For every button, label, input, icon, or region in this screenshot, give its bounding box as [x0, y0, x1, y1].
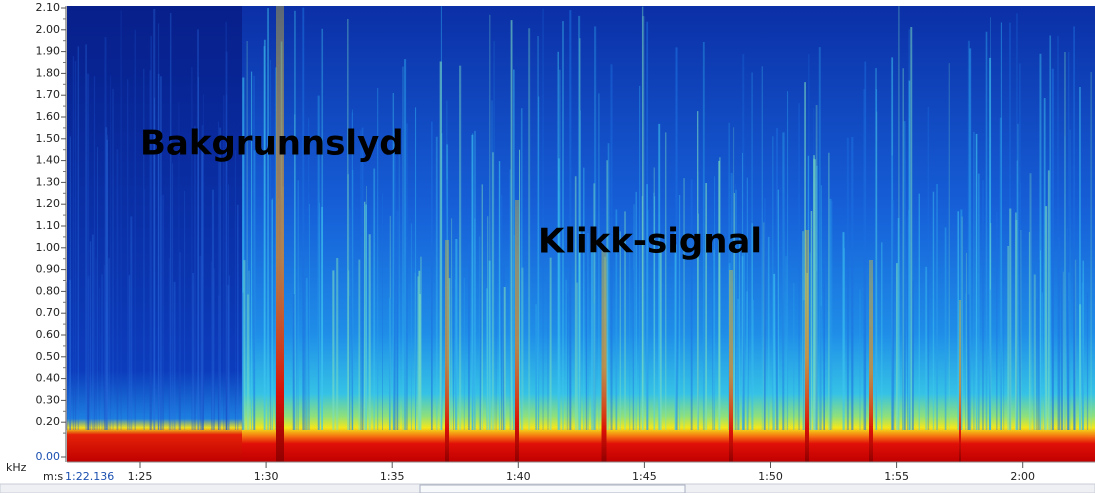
click-streak	[729, 270, 733, 462]
x-tick-label: 1:35	[380, 470, 405, 483]
scrollbar-thumb[interactable]	[419, 484, 686, 494]
y-tick-label: 1.10	[36, 219, 61, 232]
click-streak	[805, 230, 809, 462]
x-tick-label: 1:50	[758, 470, 783, 483]
y-tick-label: 0.80	[36, 284, 61, 297]
y-tick-label: 1.00	[36, 241, 61, 254]
x-start: 1:22.136	[65, 470, 114, 483]
y-tick-label: 0.30	[36, 393, 61, 406]
y-tick-label: 1.70	[36, 88, 61, 101]
y-tick-label: 0.00	[36, 450, 61, 463]
x-tick-label: 2:00	[1010, 470, 1035, 483]
y-tick-label: 1.60	[36, 110, 61, 123]
y-tick-label: 0.90	[36, 263, 61, 276]
y-tick-label: 1.40	[36, 154, 61, 167]
x-tick-label: 1:30	[254, 470, 279, 483]
y-tick-label: 1.80	[36, 66, 61, 79]
x-unit: m:s	[43, 470, 63, 483]
click-streak	[601, 250, 607, 462]
x-tick-label: 1:25	[128, 470, 153, 483]
y-tick-label: 0.60	[36, 328, 61, 341]
click-streak	[515, 200, 519, 462]
x-tick-label: 1:45	[632, 470, 657, 483]
click-streaks	[276, 6, 961, 462]
x-tick-label: 1:40	[506, 470, 531, 483]
y-tick-label: 1.30	[36, 175, 61, 188]
y-tick-label: 2.00	[36, 23, 61, 36]
y-tick-label: 0.50	[36, 350, 61, 363]
click-streak	[276, 6, 284, 462]
y-tick-label: 0.40	[36, 372, 61, 385]
y-tick-label: 1.50	[36, 132, 61, 145]
y-unit: kHz	[6, 461, 27, 474]
y-tick-label: 2.10	[36, 1, 61, 14]
click-streak	[445, 240, 449, 462]
quiet-region	[67, 6, 242, 462]
y-tick-label: 0.70	[36, 306, 61, 319]
annotation: Bakgrunnslyd	[140, 124, 404, 164]
x-tick-label: 1:55	[884, 470, 909, 483]
y-tick-label: 1.20	[36, 197, 61, 210]
y-tick-label: 1.90	[36, 45, 61, 58]
click-streak	[869, 260, 873, 462]
click-streak	[959, 300, 961, 462]
annotation: Klikk-signal	[538, 222, 762, 262]
y-tick-label: 0.20	[36, 415, 61, 428]
